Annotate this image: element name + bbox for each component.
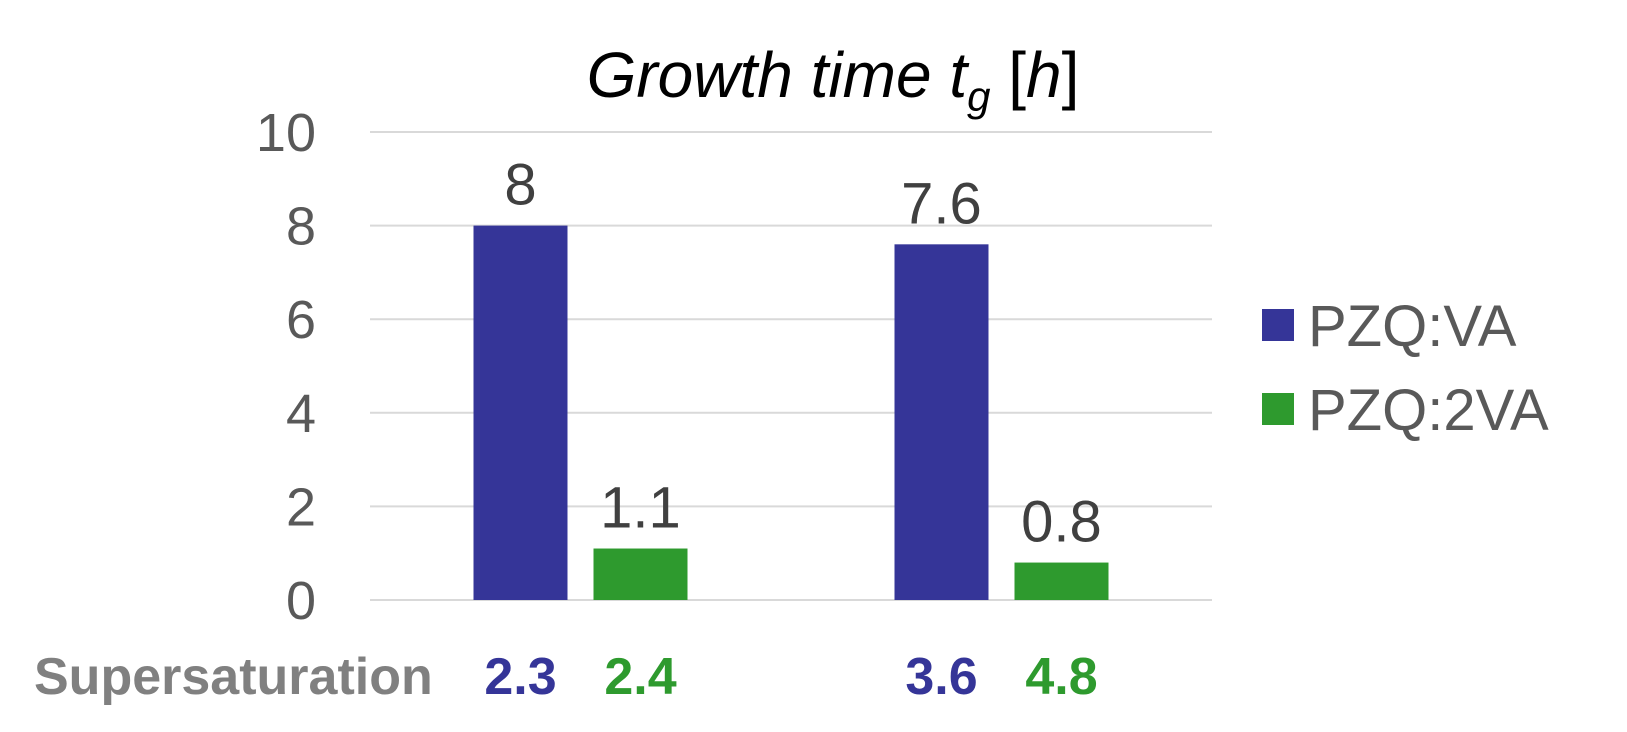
bar-pzq-2va [1014, 562, 1109, 600]
supersaturation-value: 2.4 [604, 648, 676, 706]
supersaturation-label: Supersaturation [34, 648, 433, 706]
y-tick-label: 10 [256, 103, 316, 163]
chart-title-subscript: g [967, 73, 990, 120]
data-label: 0.8 [1021, 490, 1102, 555]
supersaturation-row: Supersaturation 2.3 2.4 3.6 4.8 [34, 648, 1098, 706]
chart-title-bracket-close: ] [1062, 39, 1080, 111]
y-tick-label: 0 [286, 571, 316, 631]
legend: PZQ:VA PZQ:2VA [1262, 294, 1549, 443]
y-tick-label: 2 [286, 477, 316, 537]
data-label: 1.1 [600, 476, 681, 541]
y-tick-label: 8 [286, 197, 316, 257]
chart-title-unit: h [1026, 39, 1062, 111]
chart-title: Growth time tg [h] [587, 39, 1080, 120]
legend-swatch [1262, 309, 1294, 341]
y-tick-label: 4 [286, 384, 316, 444]
legend-swatch [1262, 393, 1294, 425]
bar-pzq-va [894, 244, 989, 600]
bar-pzq-va [473, 225, 568, 600]
chart-title-main: Growth time t [587, 39, 970, 111]
data-label: 8 [504, 153, 536, 218]
chart-title-bracket-open: [ [990, 39, 1026, 111]
supersaturation-value: 3.6 [905, 648, 977, 706]
bars [473, 225, 1109, 600]
legend-label: PZQ:VA [1308, 294, 1517, 359]
bar-pzq-2va [593, 548, 688, 600]
data-label: 7.6 [901, 171, 982, 236]
supersaturation-value: 4.8 [1025, 648, 1097, 706]
data-labels: 8 7.6 1.1 0.8 [504, 153, 1101, 555]
supersaturation-value: 2.3 [484, 648, 556, 706]
y-axis: 0 2 4 6 8 10 [256, 103, 316, 631]
y-tick-label: 6 [286, 290, 316, 350]
legend-label: PZQ:2VA [1308, 378, 1549, 443]
